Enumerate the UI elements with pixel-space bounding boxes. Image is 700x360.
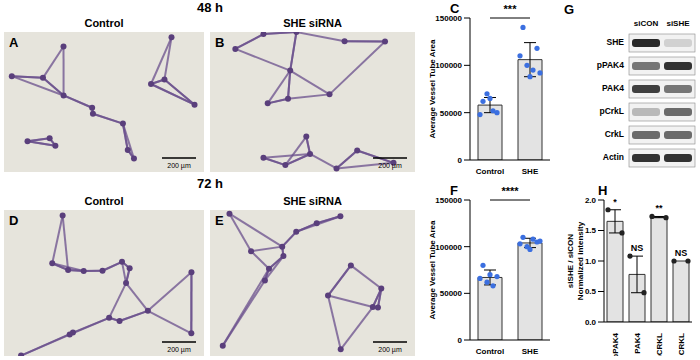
- svg-text:pCrkL: pCrkL: [599, 106, 624, 116]
- svg-text:1.0: 1.0: [585, 257, 597, 266]
- svg-text:Average Vessel Tube Area: Average Vessel Tube Area: [428, 220, 437, 319]
- svg-text:PAK4: PAK4: [633, 332, 642, 353]
- svg-text:100000: 100000: [435, 243, 462, 252]
- svg-text:G: G: [564, 2, 574, 17]
- svg-text:2.0: 2.0: [585, 196, 597, 205]
- svg-text:150000: 150000: [435, 196, 462, 205]
- svg-text:****: ****: [501, 185, 519, 197]
- html-text:C: C: [450, 1, 460, 16]
- svg-text:200 µm: 200 µm: [378, 346, 402, 354]
- svg-text:50000: 50000: [440, 289, 463, 298]
- svg-text:***: ***: [504, 3, 518, 15]
- svg-text:A: A: [9, 35, 19, 50]
- svg-text:NS: NS: [631, 243, 644, 253]
- svg-text:B: B: [215, 35, 224, 50]
- svg-text:Average Vessel Tube Area: Average Vessel Tube Area: [428, 39, 437, 138]
- svg-text:siSHE: siSHE: [666, 19, 690, 28]
- svg-text:Normalized intensity: Normalized intensity: [576, 221, 585, 300]
- svg-text:Control: Control: [476, 167, 504, 176]
- html-text:SHE siRNA: SHE siRNA: [283, 195, 342, 207]
- svg-text:**: **: [655, 203, 663, 213]
- svg-text:CRKL: CRKL: [677, 333, 686, 355]
- html-text:H: H: [598, 183, 608, 198]
- html-text:72 h: 72 h: [197, 176, 223, 191]
- svg-text:PAK4: PAK4: [602, 83, 624, 93]
- svg-text:SHE: SHE: [522, 167, 539, 176]
- svg-text:100000: 100000: [435, 61, 462, 70]
- svg-text:NS: NS: [675, 248, 688, 258]
- svg-text:150000: 150000: [435, 14, 462, 23]
- svg-text:200 µm: 200 µm: [167, 162, 191, 170]
- svg-text:E: E: [215, 213, 224, 228]
- svg-text:0.5: 0.5: [585, 287, 597, 296]
- svg-text:200 µm: 200 µm: [378, 162, 402, 170]
- svg-text:SHE: SHE: [522, 347, 539, 356]
- svg-text:0: 0: [458, 336, 463, 345]
- svg-text:0.0: 0.0: [585, 318, 597, 327]
- svg-text:siSHE / siCON: siSHE / siCON: [566, 234, 575, 288]
- svg-text:CrkL: CrkL: [605, 129, 624, 139]
- svg-text:D: D: [9, 213, 18, 228]
- html-text:48 h: 48 h: [197, 0, 223, 15]
- html-text:F: F: [450, 183, 458, 198]
- svg-text:1.5: 1.5: [585, 226, 597, 235]
- svg-text:pPAK4: pPAK4: [611, 332, 620, 356]
- svg-text:Actin: Actin: [603, 152, 624, 162]
- svg-text:50000: 50000: [440, 109, 463, 118]
- svg-text:pPAK4: pPAK4: [597, 60, 625, 70]
- html-text:Control: Control: [84, 17, 124, 29]
- svg-text:Control: Control: [476, 347, 504, 356]
- svg-text:SHE: SHE: [607, 37, 625, 47]
- svg-text:*: *: [613, 197, 617, 207]
- html-text:Control: Control: [84, 195, 124, 207]
- svg-text:0: 0: [458, 156, 463, 165]
- svg-text:siCON: siCON: [634, 19, 659, 28]
- html-text:SHE siRNA: SHE siRNA: [283, 17, 342, 29]
- svg-text:200 µm: 200 µm: [167, 346, 191, 354]
- svg-text:pCRKL: pCRKL: [655, 333, 664, 356]
